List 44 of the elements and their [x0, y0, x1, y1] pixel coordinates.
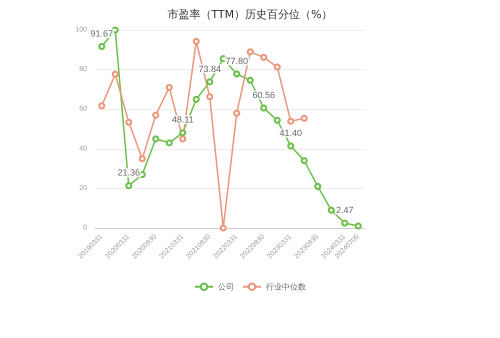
data-label: 41.40 [279, 128, 302, 138]
point [233, 110, 240, 117]
point [125, 182, 132, 190]
point [328, 206, 335, 214]
point [341, 220, 348, 227]
point [98, 42, 106, 50]
point [98, 102, 106, 110]
point [287, 118, 294, 125]
data-label: 21.36 [117, 168, 140, 178]
point [300, 157, 308, 164]
point [166, 139, 173, 146]
point [274, 64, 281, 71]
legend-label: 行业中位数 [266, 282, 306, 292]
point [233, 70, 240, 78]
point [206, 78, 214, 86]
point [125, 118, 132, 126]
point [179, 129, 186, 136]
point [138, 155, 146, 162]
legend-label: 公司 [218, 282, 234, 292]
point [220, 224, 227, 232]
point [112, 70, 119, 78]
point [152, 135, 160, 142]
data-label: 2.47 [336, 205, 354, 216]
chart-title: 市盈率（TTM）历史百分位（%） [167, 8, 333, 21]
point [260, 54, 268, 61]
data-label: 60.56 [252, 90, 276, 100]
point [206, 93, 214, 100]
data-label: 48.11 [172, 114, 194, 125]
point [166, 84, 173, 91]
point [246, 76, 254, 84]
data-label: 77.80 [225, 56, 248, 66]
point [179, 135, 186, 142]
point [192, 96, 200, 103]
data-label: 91.67 [90, 28, 114, 38]
point [260, 104, 268, 112]
point [287, 142, 294, 150]
point [300, 114, 308, 122]
point [274, 116, 281, 124]
point [246, 48, 254, 56]
point [192, 38, 200, 45]
point [152, 112, 160, 119]
data-label: 73.84 [198, 64, 222, 74]
point [354, 222, 362, 230]
point [314, 182, 322, 190]
